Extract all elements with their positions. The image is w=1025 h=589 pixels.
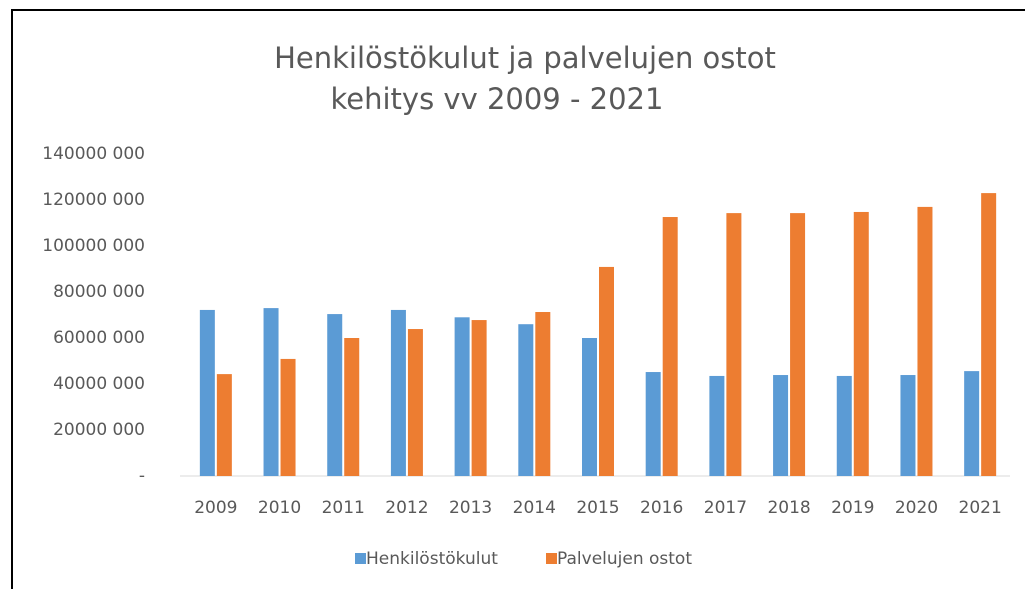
x-tick-label: 2010 bbox=[258, 498, 301, 518]
bar bbox=[853, 211, 869, 476]
x-tick-label: 2011 bbox=[322, 498, 365, 518]
bar bbox=[471, 320, 487, 476]
y-tick-label: 60000 000 bbox=[53, 328, 145, 348]
bar bbox=[263, 308, 279, 476]
x-tick-label: 2017 bbox=[704, 498, 747, 518]
legend-label: Palvelujen ostot bbox=[557, 549, 692, 569]
y-tick-label: 120000 000 bbox=[42, 190, 145, 210]
bar bbox=[709, 375, 725, 476]
x-tick-label: 2009 bbox=[194, 498, 237, 518]
bar bbox=[454, 317, 470, 476]
legend-label: Henkilöstökulut bbox=[366, 549, 498, 569]
bar bbox=[280, 358, 296, 476]
bar bbox=[726, 213, 742, 477]
bar bbox=[662, 217, 678, 476]
x-tick-label: 2012 bbox=[385, 498, 428, 518]
y-tick-label: 40000 000 bbox=[53, 374, 145, 394]
y-tick-label: 140000 000 bbox=[42, 144, 145, 164]
bar bbox=[773, 375, 789, 476]
bar bbox=[900, 375, 916, 476]
bar bbox=[216, 374, 232, 476]
x-tick-label: 2019 bbox=[831, 498, 874, 518]
bar bbox=[981, 193, 997, 476]
x-tick-label: 2021 bbox=[959, 498, 1002, 518]
bar bbox=[645, 372, 661, 476]
bar bbox=[327, 314, 343, 476]
bar bbox=[790, 213, 806, 477]
x-tick-label: 2020 bbox=[895, 498, 938, 518]
chart-title: Henkilöstökulut ja palvelujen ostot bbox=[274, 41, 776, 75]
x-tick-label: 2013 bbox=[449, 498, 492, 518]
x-tick-label: 2015 bbox=[576, 498, 619, 518]
bar bbox=[599, 266, 614, 476]
x-tick-label: 2016 bbox=[640, 498, 683, 518]
bar bbox=[407, 329, 423, 476]
x-tick-label: 2018 bbox=[767, 498, 810, 518]
bar bbox=[199, 309, 215, 476]
bar bbox=[964, 371, 980, 476]
bar bbox=[917, 206, 933, 476]
legend-swatch bbox=[355, 553, 366, 564]
bar bbox=[582, 338, 597, 476]
x-tick-label: 2014 bbox=[513, 498, 556, 518]
y-tick-label: 100000 000 bbox=[42, 236, 145, 256]
bar bbox=[344, 338, 360, 476]
chart-title: kehitys vv 2009 - 2021 bbox=[331, 82, 664, 116]
y-tick-label: 20000 000 bbox=[53, 420, 145, 440]
y-tick-label: 80000 000 bbox=[53, 282, 145, 302]
bar bbox=[836, 375, 852, 476]
bar bbox=[390, 309, 406, 476]
y-tick-label: - bbox=[139, 466, 145, 486]
legend-swatch bbox=[546, 553, 557, 564]
bar bbox=[518, 324, 534, 476]
bar bbox=[535, 312, 551, 476]
